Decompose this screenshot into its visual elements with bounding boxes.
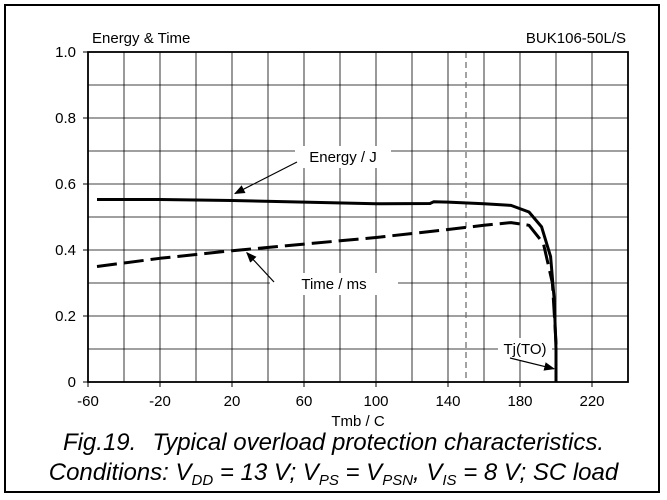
y-tick-label: 0.2 [55, 308, 76, 325]
y-tick-label: 1.0 [55, 44, 76, 61]
x-tick-label: 180 [507, 393, 532, 410]
vis-value: = 8 V; SC load [456, 459, 619, 486]
overload-chart: -60 -20 20 60 100 140 180 220 0 0.2 0.4 0.6 0.8 1.0 Tm… [55, 30, 629, 430]
series-line-time [96, 221, 558, 382]
vdd-value: = 13 V; V [213, 459, 319, 486]
annotation-label-bg [295, 146, 391, 168]
figure-number: Fig.19. [62, 429, 137, 456]
y-tick-label: 0 [68, 374, 76, 391]
figure-caption: Fig.19. Typical overload protection chara… [0, 428, 667, 496]
vps-subscript: PS [318, 472, 339, 489]
x-tick-label: 60 [296, 393, 313, 410]
figure-frame [4, 4, 660, 493]
vis-subscript: IS [442, 472, 457, 489]
x-tick-label: 20 [224, 393, 241, 410]
vpsn-subscript: PSN [382, 472, 414, 489]
x-tick-label: 220 [579, 393, 604, 410]
annotation-label: Tj(TO) [503, 341, 546, 358]
caption-line-2: Conditions: VDD = 13 V; VPS = VPSN, VIS … [0, 458, 667, 496]
annotation-label: Energy / J [309, 149, 377, 166]
x-tick-label: -60 [77, 393, 99, 410]
annotation-label: Time / ms [301, 276, 366, 293]
y-tick-label: 0.6 [55, 176, 76, 193]
vdd-subscript: DD [191, 472, 214, 489]
vps-equals: = V [338, 459, 383, 486]
plot-border [87, 51, 629, 383]
x-tick-label: 100 [363, 393, 388, 410]
x-axis-label: Tmb / C [331, 413, 385, 430]
annotation-arrow [234, 161, 298, 195]
annotation-label-bg [498, 338, 552, 360]
y-tick-label: 0.4 [55, 242, 76, 259]
annotation-arrow [246, 251, 275, 283]
part-number: BUK106-50L/S [526, 30, 626, 47]
annotation-label-bg [270, 273, 398, 295]
caption-line-1: Fig.19. Typical overload protection chara… [0, 428, 667, 458]
vpsn-value: , V [413, 459, 443, 486]
x-tick-label: -20 [149, 393, 171, 410]
chart-title: Energy & Time [92, 30, 190, 47]
x-tick-label: 140 [435, 393, 460, 410]
y-tick-label: 0.8 [55, 110, 76, 127]
annotation-arrow [509, 357, 556, 371]
caption-title: Typical overload protection characterist… [152, 429, 605, 456]
conditions-text: Conditions: V [48, 459, 192, 486]
